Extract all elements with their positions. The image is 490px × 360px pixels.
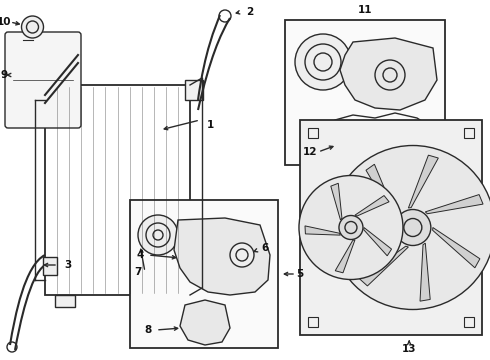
Polygon shape	[364, 228, 392, 256]
Polygon shape	[340, 38, 437, 110]
Bar	[185, 80, 203, 100]
Polygon shape	[355, 195, 389, 216]
Polygon shape	[408, 155, 439, 208]
Polygon shape	[180, 300, 230, 345]
Circle shape	[299, 175, 403, 279]
Text: 2: 2	[246, 7, 254, 17]
Text: 7: 7	[134, 267, 142, 277]
Bar	[285, 20, 445, 165]
Bar	[130, 200, 278, 348]
Polygon shape	[366, 164, 396, 219]
Circle shape	[295, 34, 351, 90]
Text: 10: 10	[0, 17, 11, 27]
Polygon shape	[335, 240, 355, 273]
Bar	[464, 317, 474, 327]
Text: 13: 13	[402, 344, 416, 354]
Circle shape	[138, 215, 178, 255]
Bar	[55, 295, 75, 307]
Bar	[308, 128, 318, 138]
Circle shape	[339, 216, 363, 239]
Circle shape	[331, 145, 490, 310]
Text: 4: 4	[136, 250, 144, 260]
Circle shape	[230, 243, 254, 267]
Text: 3: 3	[64, 260, 72, 270]
Bar	[43, 257, 57, 275]
Text: 1: 1	[206, 120, 214, 130]
Circle shape	[22, 16, 44, 38]
Text: 6: 6	[261, 243, 269, 253]
Polygon shape	[433, 228, 480, 268]
Bar	[300, 120, 482, 335]
FancyBboxPatch shape	[5, 32, 81, 128]
Bar	[464, 128, 474, 138]
Polygon shape	[360, 246, 408, 286]
Text: 5: 5	[296, 269, 304, 279]
Polygon shape	[174, 218, 270, 295]
Text: 9: 9	[0, 70, 7, 80]
Text: 11: 11	[358, 5, 372, 15]
Polygon shape	[425, 194, 483, 214]
Polygon shape	[331, 183, 342, 220]
Bar	[45, 85, 190, 295]
Text: 8: 8	[145, 325, 151, 335]
Bar	[308, 317, 318, 327]
Polygon shape	[339, 218, 395, 236]
Polygon shape	[420, 243, 430, 301]
Text: 12: 12	[303, 147, 317, 157]
Polygon shape	[305, 226, 341, 235]
Circle shape	[395, 210, 431, 246]
